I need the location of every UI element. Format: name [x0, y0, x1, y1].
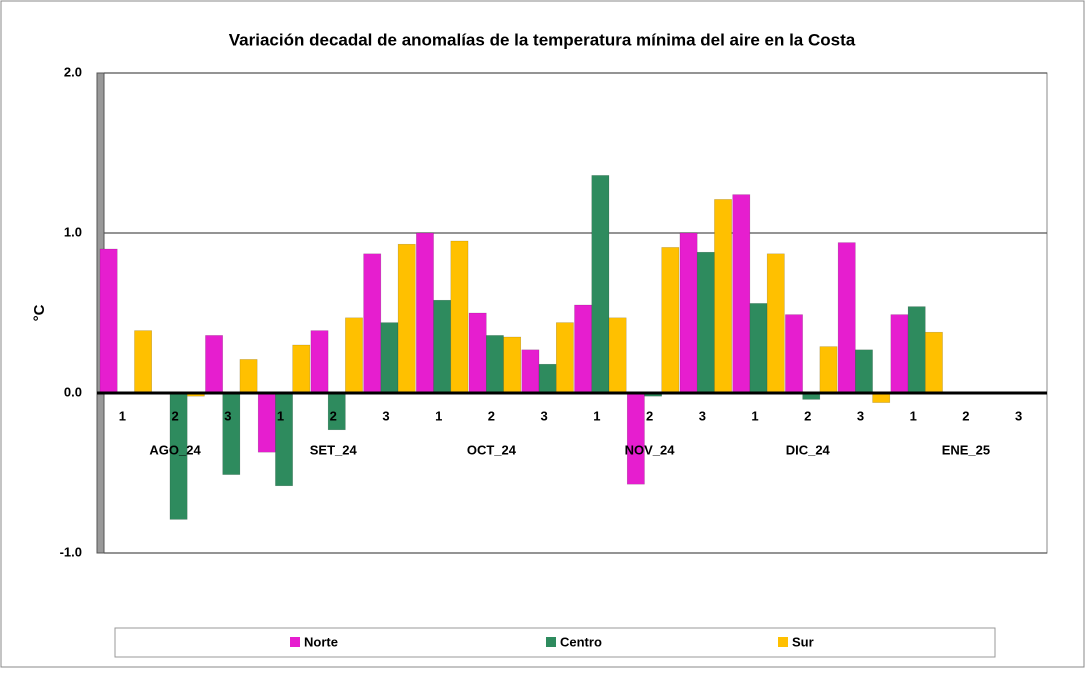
bar	[222, 392, 241, 475]
x-group-label: NOV_24	[625, 442, 676, 457]
x-tick-label: 3	[382, 408, 389, 423]
y-tick-label: 1.0	[64, 224, 82, 239]
x-tick-label: 2	[804, 408, 811, 423]
legend-swatch	[778, 637, 788, 647]
x-group-label: ENE_25	[942, 442, 990, 457]
bar	[416, 232, 434, 394]
bar	[574, 304, 592, 394]
x-group-label: DIC_24	[786, 442, 831, 457]
bar	[503, 336, 522, 394]
x-tick-label: 2	[330, 408, 337, 423]
bar	[556, 322, 574, 394]
y-tick-label: 0.0	[64, 384, 82, 399]
y-tick-label: -1.0	[60, 544, 82, 559]
x-group-label: AGO_24	[149, 442, 201, 457]
bar	[679, 232, 698, 394]
x-tick-label: 1	[751, 408, 758, 423]
bar	[890, 314, 909, 394]
bar	[714, 199, 732, 394]
bar	[907, 306, 926, 394]
x-tick-label: 2	[488, 408, 495, 423]
bar	[785, 314, 803, 394]
bar	[450, 240, 469, 394]
legend-label: Norte	[304, 634, 338, 649]
bar	[433, 299, 452, 394]
bar	[397, 243, 416, 394]
bar	[134, 330, 152, 394]
legend-label: Centro	[560, 634, 602, 649]
bar	[591, 175, 610, 394]
x-tick-label: 2	[171, 408, 178, 423]
x-tick-label: 1	[277, 408, 284, 423]
bar	[380, 322, 399, 394]
bar	[275, 392, 293, 487]
bar	[766, 253, 785, 394]
x-tick-label: 3	[1015, 408, 1022, 423]
bar	[855, 349, 873, 394]
bar	[538, 363, 557, 394]
bar	[661, 247, 680, 394]
x-tick-label: 2	[962, 408, 969, 423]
x-tick-label: 3	[699, 408, 706, 423]
x-group-label: SET_24	[310, 442, 358, 457]
bar	[257, 392, 276, 453]
bar	[486, 335, 504, 394]
x-tick-label: 3	[224, 408, 231, 423]
x-tick-label: 1	[593, 408, 600, 423]
legend-swatch	[290, 637, 300, 647]
bar	[837, 242, 856, 394]
x-tick-label: 1	[910, 408, 917, 423]
bar	[696, 251, 715, 394]
bar	[99, 248, 118, 394]
bar	[626, 392, 645, 485]
x-group-label: OCT_24	[467, 442, 517, 457]
bar	[310, 330, 329, 394]
bar	[749, 303, 768, 394]
x-tick-label: 1	[435, 408, 442, 423]
bar	[732, 194, 751, 394]
bar	[468, 312, 487, 394]
x-tick-label: 2	[646, 408, 653, 423]
x-tick-label: 3	[857, 408, 864, 423]
x-tick-label: 1	[119, 408, 126, 423]
bar	[521, 349, 540, 394]
bar	[925, 331, 943, 394]
plot-area	[96, 72, 1048, 554]
bar	[819, 346, 838, 394]
bar	[608, 317, 627, 394]
bar	[205, 335, 223, 394]
x-tick-label: 3	[541, 408, 548, 423]
legend-label: Sur	[792, 634, 814, 649]
chart-title: Variación decadal de anomalías de la tem…	[229, 30, 856, 49]
legend	[114, 627, 996, 658]
legend-swatch	[546, 637, 556, 647]
y-axis-label: °C	[31, 304, 48, 321]
bar	[345, 317, 363, 394]
bar	[239, 359, 258, 394]
y-tick-label: 2.0	[64, 64, 82, 79]
bar	[292, 344, 311, 394]
bar	[363, 253, 382, 394]
